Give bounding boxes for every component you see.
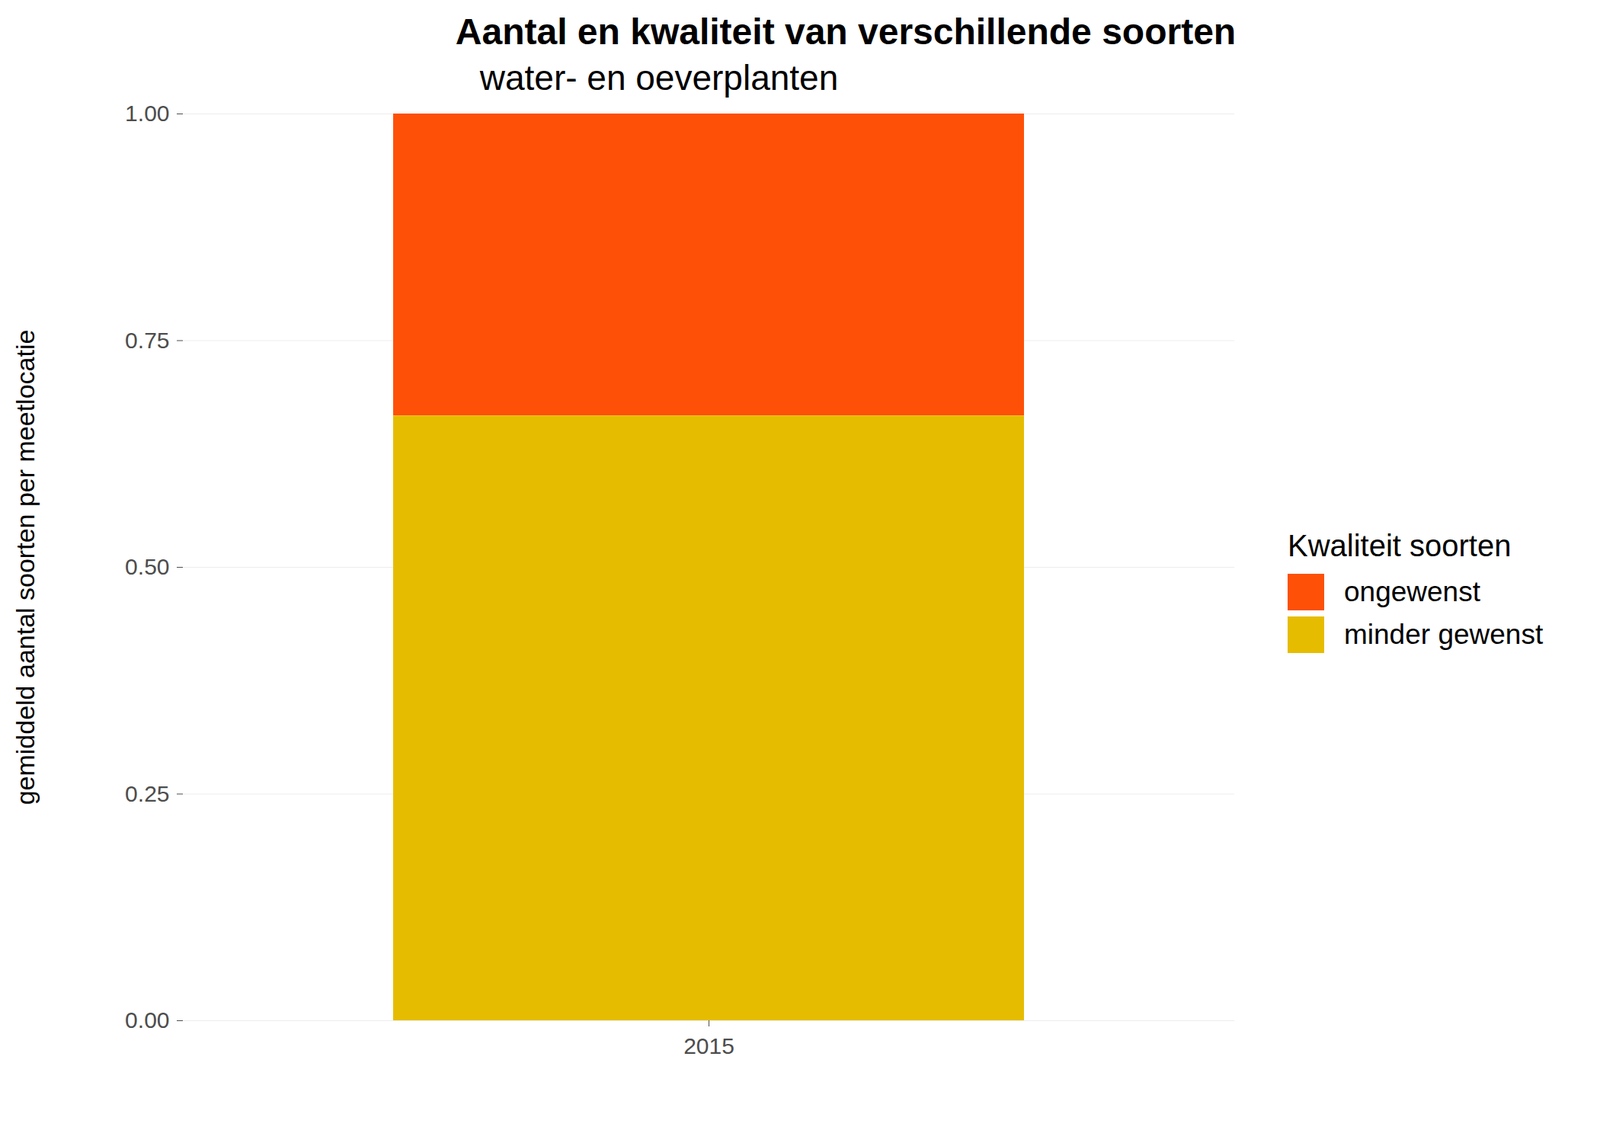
html-text:ongewenst: ongewenst — [1344, 575, 1481, 607]
svg-text:2015: 2015 — [683, 1033, 735, 1059]
html-text:Aantal en kwaliteit van versch: Aantal en kwaliteit van verschillende so… — [455, 11, 1236, 52]
html-text:minder gewenst: minder gewenst — [1344, 618, 1544, 650]
svg-text:1.00: 1.00 — [124, 100, 170, 126]
svg-text:0.50: 0.50 — [124, 553, 170, 580]
svg-text:0.25: 0.25 — [124, 780, 170, 807]
svg-text:0.75: 0.75 — [124, 327, 170, 353]
svg-text:gemiddeld aantal soorten per m: gemiddeld aantal soorten per meetlocatie — [10, 329, 40, 806]
html-text:Kwaliteit soorten: Kwaliteit soorten — [1287, 528, 1512, 562]
svg-text:0.00: 0.00 — [124, 1007, 170, 1033]
html-text:water- en oeverplanten: water- en oeverplanten — [479, 57, 839, 98]
